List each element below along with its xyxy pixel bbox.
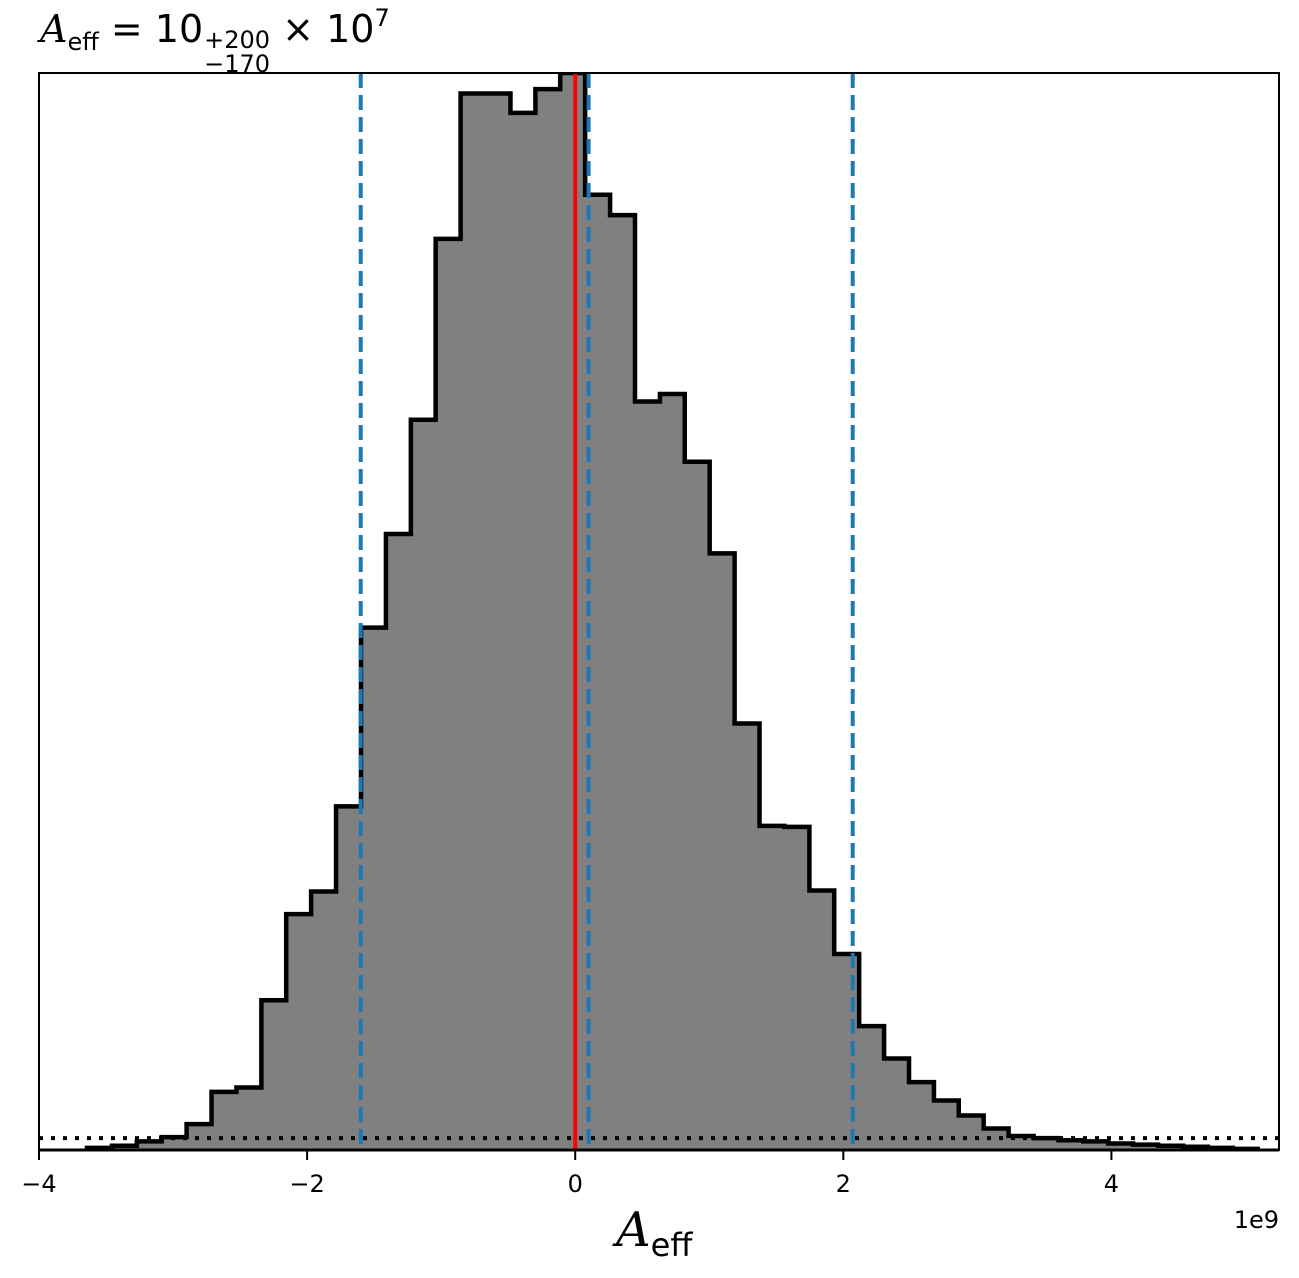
title-plus-error: +200: [204, 26, 271, 54]
title-symbol: A: [40, 7, 68, 51]
x-axis-label-subscript: eff: [650, 1226, 693, 1264]
histogram-bar: [759, 825, 786, 1150]
histogram-bar: [635, 401, 661, 1150]
x-axis: −4 −2 0 2 4: [21, 1150, 1119, 1198]
x-axis-label-symbol: A: [616, 1202, 651, 1258]
x-tick-label: −4: [21, 1170, 56, 1198]
histogram-bar: [659, 393, 686, 1150]
x-tick-label: 4: [1104, 1170, 1119, 1198]
histogram-bar: [834, 953, 860, 1150]
histogram-bar: [535, 89, 561, 1150]
x-axis-label: Aeff: [616, 1206, 692, 1261]
histogram-outline: [84, 73, 1260, 1150]
histogram-bar: [884, 1058, 910, 1150]
histogram-bar: [211, 1091, 238, 1150]
plot-area: [38, 72, 1280, 1152]
x-axis-offset-label: 1e9: [1233, 1206, 1279, 1234]
histogram-bar: [311, 891, 337, 1150]
histogram-bar: [435, 238, 462, 1150]
histogram-bar: [958, 1115, 985, 1150]
plot-clip-group: [39, 73, 1279, 1150]
histogram-bar: [460, 93, 487, 1150]
histogram-bar: [336, 806, 362, 1150]
histogram-bar: [485, 93, 512, 1150]
histogram-bar: [161, 1137, 188, 1150]
histogram-bar: [410, 419, 437, 1150]
histogram-bar: [261, 1000, 287, 1150]
histogram-bar: [1133, 1144, 1159, 1150]
x-tick-label: −2: [289, 1170, 324, 1198]
histogram-bar: [1033, 1138, 1060, 1150]
histogram-bar: [859, 1026, 885, 1150]
histogram-bar: [983, 1128, 1010, 1150]
histogram-bar: [1058, 1140, 1084, 1150]
title-uncertainty: +200 −170: [204, 28, 270, 76]
histogram-bar: [734, 723, 761, 1150]
histogram-bar: [510, 112, 537, 1150]
histogram-bar: [1083, 1141, 1109, 1150]
x-tick-label: 0: [568, 1170, 583, 1198]
histogram-bar: [933, 1100, 960, 1150]
histogram-bar: [360, 627, 387, 1150]
title-symbol-subscript: eff: [67, 28, 99, 56]
chart-title: Aeff = 10 +200 −170 × 107: [40, 6, 390, 76]
title-base: 10: [154, 7, 204, 51]
histogram-bar: [684, 461, 711, 1150]
histogram-bar: [560, 73, 586, 1150]
histogram-bar: [385, 533, 412, 1150]
histogram-bar: [136, 1141, 163, 1150]
histogram-bar: [709, 553, 736, 1150]
title-times: × 10: [282, 7, 375, 51]
histogram-bar: [809, 890, 835, 1150]
histogram-bar: [236, 1087, 262, 1150]
x-tick-label: 2: [836, 1170, 851, 1198]
histogram-bar: [610, 215, 636, 1150]
histogram-bar: [1108, 1143, 1134, 1150]
title-equals: =: [110, 7, 143, 51]
histogram-bar: [286, 914, 312, 1150]
title-exponent: 7: [374, 4, 390, 32]
histogram-bar: [784, 826, 811, 1150]
